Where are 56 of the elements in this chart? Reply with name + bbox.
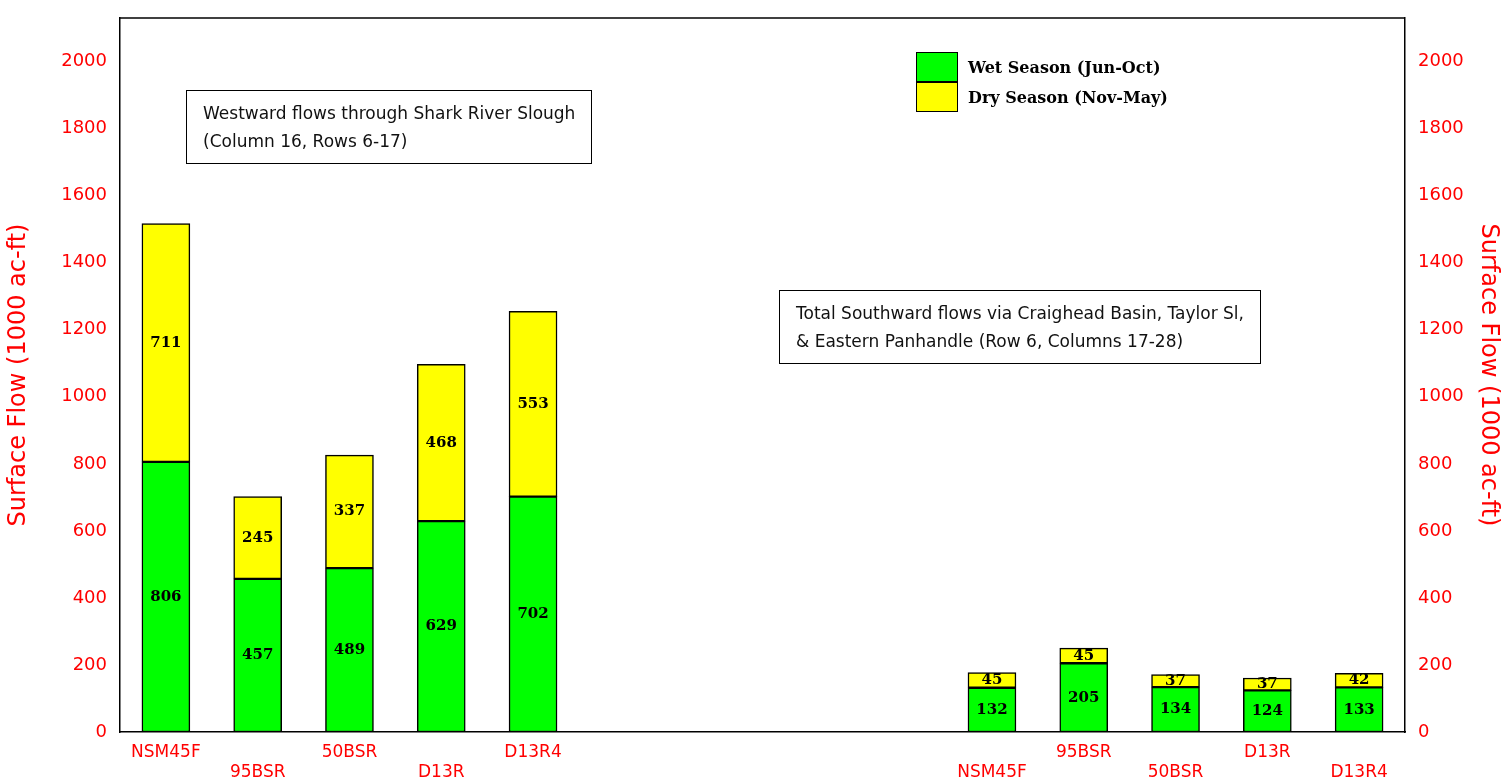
data-label: 337 (333, 501, 366, 520)
data-label: 245 (242, 527, 274, 546)
data-label: 806 (150, 586, 182, 605)
data-label: 457 (242, 645, 274, 664)
y-tick-label: 200 (72, 652, 107, 674)
y2-tick-label: 1600 (1418, 183, 1464, 205)
y2-tick-label: 2000 (1418, 49, 1464, 71)
data-label: 45 (1073, 645, 1095, 664)
data-label: 489 (333, 639, 366, 658)
data-label: 553 (517, 393, 549, 412)
y-tick-label: 1200 (61, 317, 107, 339)
x-tick-label: NSM45F (131, 740, 201, 761)
y-tick-label: 400 (72, 585, 107, 607)
legend-label: Dry Season (Nov-May) (968, 87, 1168, 107)
data-label: 711 (150, 332, 182, 351)
data-label: 468 (425, 432, 457, 451)
x-tick-label: D13R4 (1330, 761, 1388, 781)
y-tick-label: 1400 (61, 250, 107, 272)
data-label: 133 (1343, 699, 1375, 718)
y2-tick-label: 0 (1418, 719, 1430, 741)
y-axis-title: Surface Flow (1000 ac-ft) (2, 223, 31, 527)
y2-tick-label: 1200 (1418, 317, 1464, 339)
data-label: 124 (1251, 701, 1283, 720)
data-label: 132 (976, 699, 1008, 718)
y2-tick-label: 200 (1418, 652, 1453, 674)
x-tick-label: 50BSR (1147, 761, 1204, 781)
x-tick-label: D13R (417, 761, 465, 781)
y-tick-label: 0 (95, 719, 107, 741)
data-label: 37 (1165, 670, 1186, 689)
y-tick-label: 800 (72, 451, 107, 473)
x-tick-label: 50BSR (321, 740, 378, 761)
y2-tick-label: 1800 (1418, 116, 1464, 138)
y-tick-label: 1000 (61, 384, 107, 406)
y2-tick-label: 400 (1418, 585, 1453, 607)
y2-tick-label: 1400 (1418, 250, 1464, 272)
y-tick-label: 600 (72, 518, 107, 540)
x-tick-label: 95BSR (1055, 740, 1112, 761)
data-label: 702 (517, 604, 549, 623)
data-label: 45 (981, 670, 1003, 689)
y2-tick-label: 600 (1418, 518, 1453, 540)
y2-tick-label: 800 (1418, 451, 1453, 473)
x-tick-label: 95BSR (229, 761, 286, 781)
x-tick-label: D13R4 (504, 740, 562, 761)
annotation: Westward flows through Shark River Slough (Column 16, Rows 6-17) (186, 90, 593, 164)
annotation: Total Southward flows via Craighead Basin, Taylor Sl, & Eastern Panhandle (Row 6, Columns 17-28) (779, 290, 1261, 364)
data-label: 629 (425, 616, 457, 635)
x-tick-label: NSM45F (957, 761, 1027, 781)
y-tick-label: 1800 (61, 116, 107, 138)
data-label: 134 (1159, 699, 1192, 718)
y-tick-label: 1600 (61, 183, 107, 205)
y-tick-label: 2000 (61, 49, 107, 71)
data-label: 205 (1068, 687, 1100, 706)
x-tick-label: D13R (1244, 740, 1291, 761)
y2-tick-label: 1000 (1418, 384, 1464, 406)
y2-axis-title: Surface Flow (1000 ac-ft) (1476, 223, 1505, 527)
legend-label: Wet Season (Jun-Oct) (968, 57, 1161, 77)
